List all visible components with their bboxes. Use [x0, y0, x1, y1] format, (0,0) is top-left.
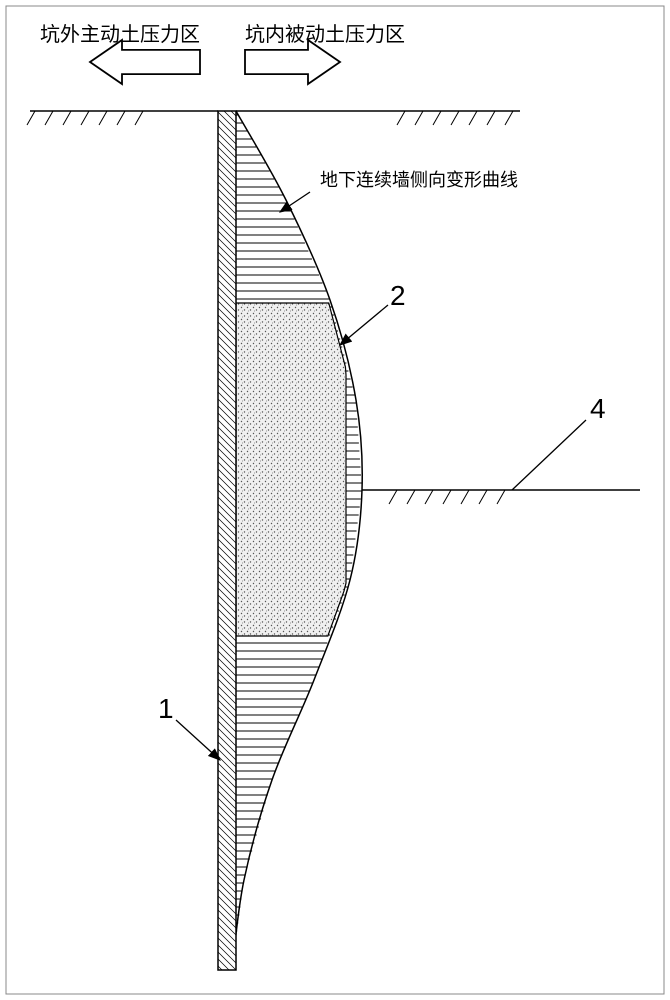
- label-num-1: 1: [158, 693, 174, 725]
- label-active-zone: 坑外主动土压力区: [40, 18, 200, 47]
- diagram-svg: [0, 0, 670, 1000]
- label-passive-zone: 坑内被动土压力区: [245, 18, 405, 47]
- label-deform-curve: 地下连续墙侧向变形曲线: [320, 166, 518, 192]
- label-num-2: 2: [390, 280, 406, 312]
- label-num-4: 4: [590, 393, 606, 425]
